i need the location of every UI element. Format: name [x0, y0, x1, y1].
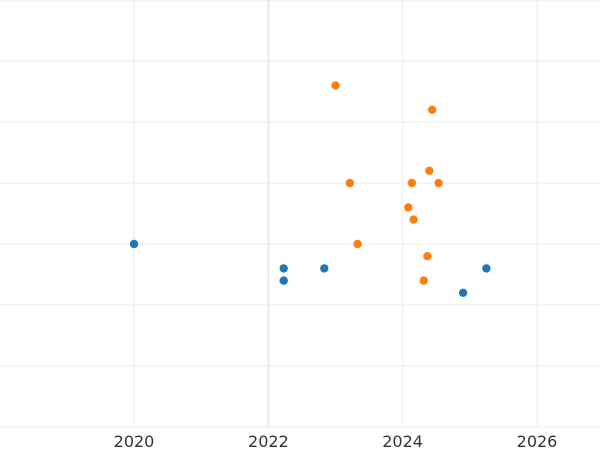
data-point: [279, 264, 288, 273]
data-point: [419, 276, 428, 285]
data-point: [407, 178, 416, 188]
data-point: [409, 215, 418, 224]
x-tick-label: 2022: [248, 432, 289, 450]
data-point: [458, 288, 468, 297]
data-point: [425, 166, 434, 175]
data-point: [279, 276, 288, 285]
data-point: [345, 178, 354, 188]
data-point: [423, 252, 432, 261]
data-points: [129, 81, 491, 297]
data-point: [320, 264, 329, 273]
grid: [0, 0, 600, 428]
x-tick-label: 2024: [382, 432, 423, 450]
x-axis-ticks: 2020 2022 2024 2026: [114, 432, 558, 450]
data-point: [129, 239, 139, 249]
data-point: [482, 264, 491, 273]
data-point: [331, 81, 340, 90]
data-point: [428, 105, 437, 115]
data-point: [353, 239, 362, 249]
x-tick-label: 2026: [517, 432, 558, 450]
data-point: [434, 178, 443, 188]
x-tick-label: 2020: [114, 432, 155, 450]
data-point: [404, 203, 413, 212]
